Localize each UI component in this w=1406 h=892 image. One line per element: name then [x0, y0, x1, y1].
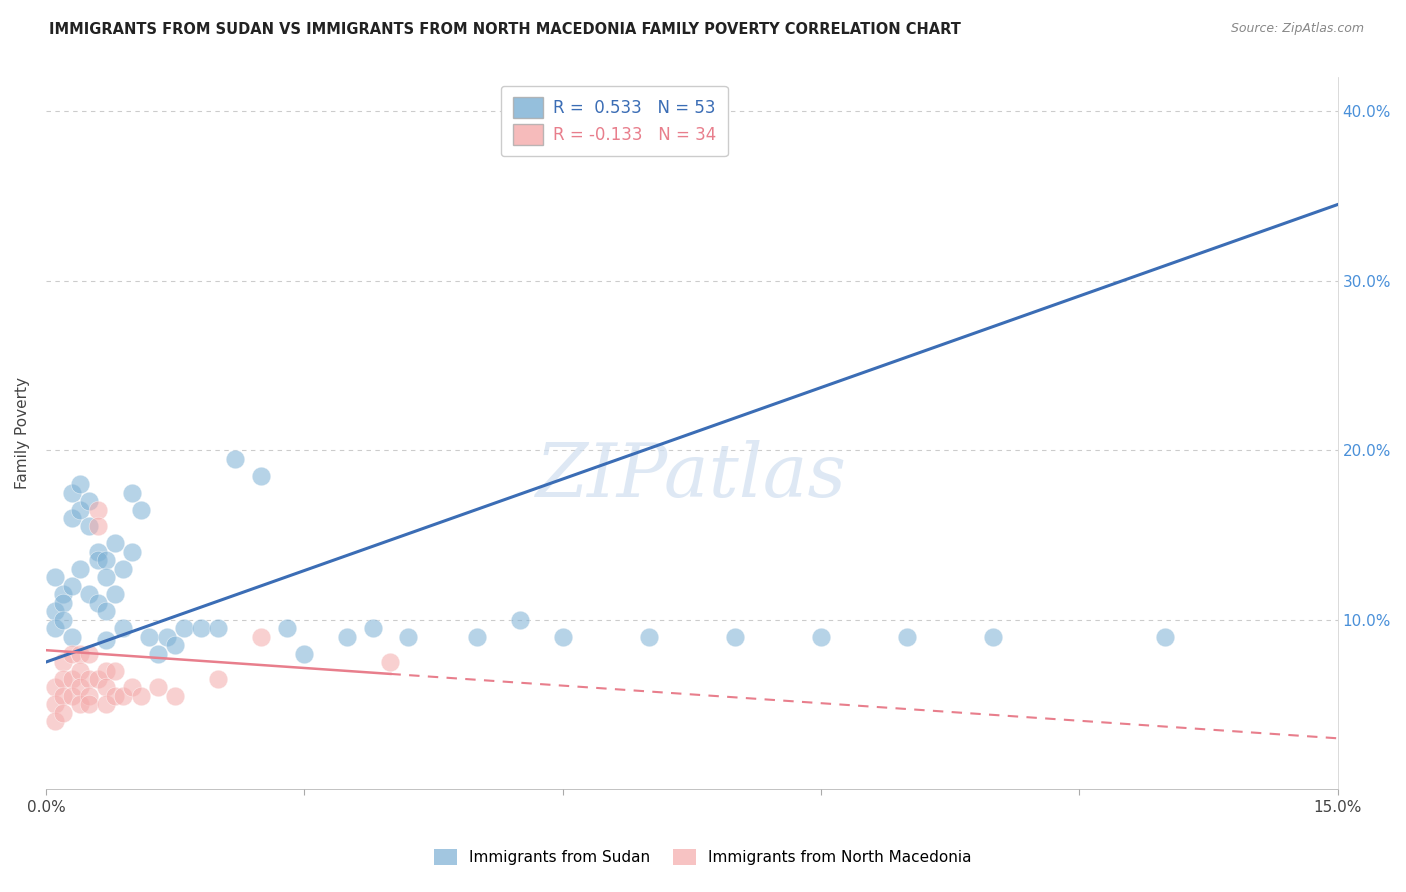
Point — [810, 630, 832, 644]
Point — [52, 706, 75, 720]
Point — [96, 570, 118, 584]
Point — [361, 621, 384, 635]
Point — [112, 621, 135, 635]
Point — [96, 553, 118, 567]
Point — [69, 562, 91, 576]
Point — [86, 553, 108, 567]
Point — [69, 647, 91, 661]
Point — [724, 630, 747, 644]
Point — [44, 570, 66, 584]
Point — [165, 638, 187, 652]
Point — [146, 681, 169, 695]
Point — [104, 536, 127, 550]
Point — [86, 519, 108, 533]
Point — [60, 689, 83, 703]
Point — [96, 681, 118, 695]
Point — [96, 698, 118, 712]
Point — [69, 502, 91, 516]
Point — [224, 451, 246, 466]
Point — [129, 689, 152, 703]
Point — [155, 630, 177, 644]
Point — [52, 613, 75, 627]
Point — [896, 630, 918, 644]
Point — [637, 630, 659, 644]
Point — [77, 672, 100, 686]
Point — [96, 604, 118, 618]
Point — [981, 630, 1004, 644]
Point — [207, 672, 229, 686]
Point — [276, 621, 298, 635]
Point — [77, 698, 100, 712]
Point — [77, 494, 100, 508]
Point — [69, 698, 91, 712]
Point — [52, 672, 75, 686]
Y-axis label: Family Poverty: Family Poverty — [15, 377, 30, 490]
Point — [52, 689, 75, 703]
Point — [86, 672, 108, 686]
Point — [86, 596, 108, 610]
Point — [146, 647, 169, 661]
Point — [44, 714, 66, 729]
Point — [104, 587, 127, 601]
Point — [112, 562, 135, 576]
Point — [121, 681, 143, 695]
Point — [551, 630, 574, 644]
Point — [1154, 630, 1177, 644]
Point — [190, 621, 212, 635]
Point — [509, 613, 531, 627]
Point — [60, 647, 83, 661]
Point — [129, 502, 152, 516]
Text: Source: ZipAtlas.com: Source: ZipAtlas.com — [1230, 22, 1364, 36]
Point — [104, 689, 127, 703]
Point — [52, 596, 75, 610]
Point — [112, 689, 135, 703]
Point — [396, 630, 419, 644]
Point — [86, 545, 108, 559]
Point — [44, 698, 66, 712]
Point — [77, 647, 100, 661]
Point — [86, 502, 108, 516]
Point — [121, 485, 143, 500]
Point — [44, 604, 66, 618]
Point — [96, 664, 118, 678]
Point — [173, 621, 195, 635]
Legend: Immigrants from Sudan, Immigrants from North Macedonia: Immigrants from Sudan, Immigrants from N… — [427, 843, 979, 871]
Point — [44, 621, 66, 635]
Point — [104, 664, 127, 678]
Point — [69, 664, 91, 678]
Point — [336, 630, 359, 644]
Point — [96, 633, 118, 648]
Point — [77, 519, 100, 533]
Text: IMMIGRANTS FROM SUDAN VS IMMIGRANTS FROM NORTH MACEDONIA FAMILY POVERTY CORRELAT: IMMIGRANTS FROM SUDAN VS IMMIGRANTS FROM… — [49, 22, 962, 37]
Point — [77, 587, 100, 601]
Point — [60, 485, 83, 500]
Point — [465, 630, 488, 644]
Point — [77, 689, 100, 703]
Point — [250, 630, 273, 644]
Point — [292, 647, 315, 661]
Point — [60, 630, 83, 644]
Point — [380, 655, 402, 669]
Point — [165, 689, 187, 703]
Legend: R =  0.533   N = 53, R = -0.133   N = 34: R = 0.533 N = 53, R = -0.133 N = 34 — [501, 86, 727, 156]
Point — [250, 468, 273, 483]
Point — [44, 681, 66, 695]
Point — [138, 630, 160, 644]
Point — [121, 545, 143, 559]
Point — [69, 681, 91, 695]
Point — [60, 579, 83, 593]
Point — [52, 587, 75, 601]
Point — [60, 511, 83, 525]
Point — [52, 655, 75, 669]
Point — [69, 477, 91, 491]
Point — [207, 621, 229, 635]
Point — [60, 672, 83, 686]
Text: ZIPatlas: ZIPatlas — [536, 440, 848, 512]
